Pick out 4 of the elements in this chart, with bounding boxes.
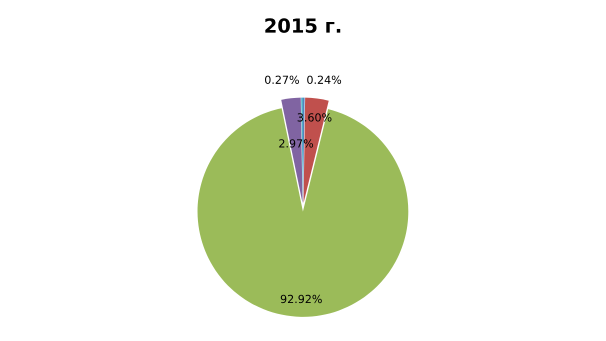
- chart-title: 2015 г.: [265, 18, 340, 33]
- data-label: 92.92%: [280, 294, 322, 304]
- data-label: 0.27%: [265, 76, 299, 84]
- data-label: 0.24%: [307, 76, 342, 84]
